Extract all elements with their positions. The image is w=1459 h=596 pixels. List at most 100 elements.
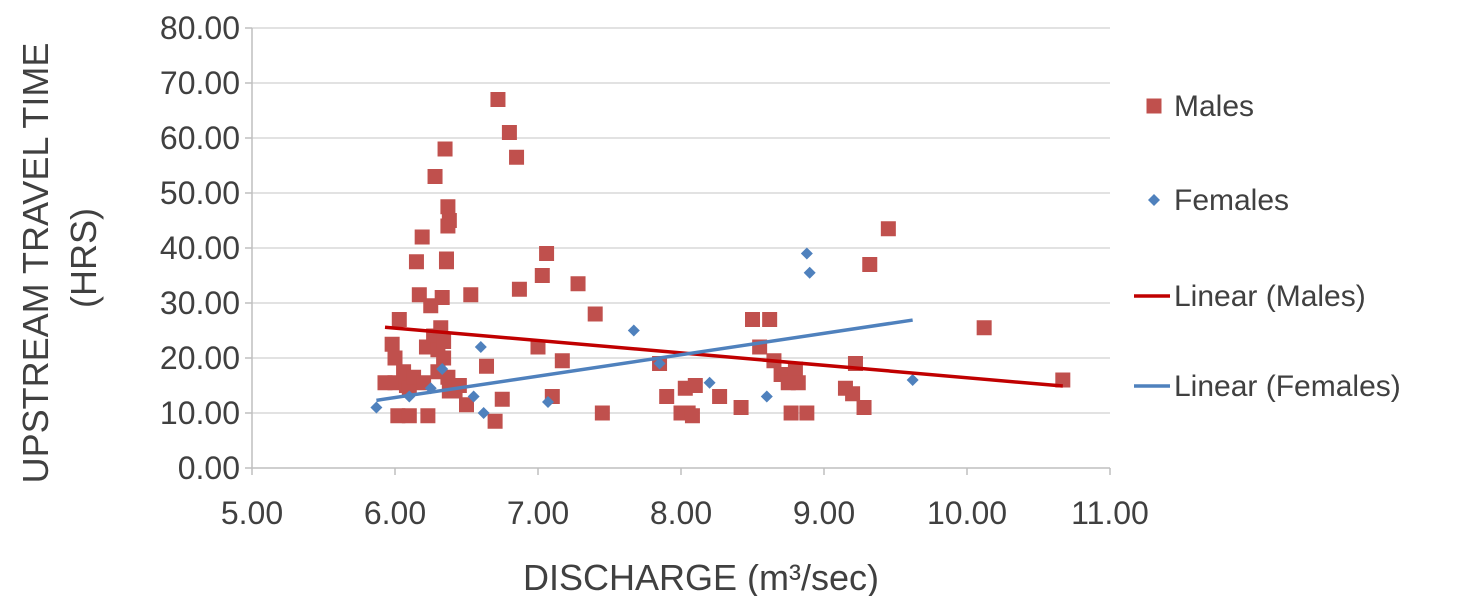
data-point-male: [434, 290, 450, 305]
data-point-male: [479, 358, 495, 374]
plot-area: [370, 92, 1071, 429]
axes: [245, 27, 1111, 475]
data-point-female: [803, 266, 816, 279]
data-point-male: [570, 276, 586, 292]
y-tick-label: 30.00: [160, 285, 240, 321]
data-point-female: [467, 390, 480, 403]
data-point-male: [423, 298, 439, 314]
x-axis-title: DISCHARGE (m³/sec): [523, 557, 879, 596]
legend-symbol-diamond: [1148, 194, 1160, 206]
data-point-female: [370, 401, 383, 414]
data-point-female: [436, 363, 449, 375]
data-point-male: [799, 405, 815, 421]
data-point-male: [684, 408, 700, 424]
data-point-male: [862, 257, 878, 272]
data-point-male: [427, 169, 443, 184]
data-point-male: [440, 369, 456, 385]
y-tick-label: 10.00: [160, 395, 240, 431]
data-point-male: [490, 92, 506, 107]
data-point-male: [1055, 372, 1071, 388]
legend-label: Linear (Males): [1174, 280, 1366, 313]
x-tick-label: 5.00: [221, 495, 283, 531]
data-point-female: [703, 376, 716, 389]
data-point-female: [906, 374, 919, 386]
data-point-male: [594, 405, 610, 421]
data-point-male: [534, 268, 550, 283]
legend-item: Linear (Females): [1134, 370, 1401, 403]
data-point-male: [745, 312, 760, 327]
data-point-male: [501, 125, 517, 140]
data-point-male: [459, 397, 474, 413]
data-point-male: [436, 350, 452, 366]
data-point-female: [477, 407, 490, 419]
data-point-female: [627, 324, 640, 337]
x-tick-labels: 5.00 6.00 7.00 8.00 9.00 10.00 11.00: [221, 495, 1149, 531]
data-point-male: [783, 405, 799, 421]
data-point-male: [401, 408, 417, 424]
data-point-male: [441, 213, 457, 228]
data-point-male: [880, 221, 896, 237]
y-tick-label: 40.00: [160, 230, 240, 266]
data-point-male: [440, 199, 456, 215]
data-point-male: [463, 287, 479, 303]
data-point-female: [800, 247, 813, 260]
data-point-male: [391, 312, 407, 327]
y-tick-label: 70.00: [160, 65, 240, 101]
data-point-female: [474, 341, 487, 353]
x-tick-label: 8.00: [650, 495, 712, 531]
legend-item: Linear (Males): [1134, 280, 1366, 313]
x-tick-label: 9.00: [793, 495, 855, 531]
y-tick-label: 80.00: [160, 10, 240, 46]
data-point-male: [976, 320, 992, 336]
data-point-male: [414, 229, 430, 245]
data-point-male: [687, 378, 703, 393]
x-tick-label: 11.00: [1071, 495, 1149, 531]
data-point-male: [411, 287, 427, 303]
data-point-male: [420, 408, 436, 424]
y-tick-label: 50.00: [160, 175, 240, 211]
data-point-male: [408, 254, 424, 270]
data-point-male: [733, 400, 749, 415]
data-point-male: [587, 306, 603, 322]
data-point-male: [390, 408, 406, 424]
legend-item: Females: [1148, 184, 1289, 217]
data-point-male: [856, 400, 872, 415]
data-point-male: [387, 350, 403, 366]
y-axis-title: UPSTREAM TRAVEL TIME (HRS): [15, 33, 104, 484]
x-tick-label: 6.00: [364, 495, 426, 531]
legend-label: Males: [1174, 90, 1254, 123]
x-tick-label: 10.00: [927, 495, 1007, 531]
data-point-male: [790, 375, 806, 391]
y-axis-title-line-1: UPSTREAM TRAVEL TIME: [15, 43, 56, 484]
data-point-male: [554, 353, 570, 369]
data-point-male: [845, 386, 861, 402]
y-tick-label: 60.00: [160, 120, 240, 156]
data-point-male: [511, 281, 527, 297]
data-point-male: [438, 254, 454, 270]
data-point-male: [659, 389, 675, 404]
series-males: [377, 92, 1071, 429]
trendline-males: [384, 325, 1063, 388]
data-point-male: [762, 312, 778, 327]
y-axis-title-line-2: (HRS): [63, 208, 104, 308]
data-point-male: [509, 149, 525, 165]
data-point-male: [494, 391, 510, 407]
y-tick-label: 0.00: [178, 450, 240, 486]
x-tick-label: 7.00: [507, 495, 569, 531]
legend-item: Males: [1146, 90, 1254, 123]
trendline-females: [376, 318, 913, 403]
legend-label: Females: [1174, 184, 1289, 217]
data-point-male: [487, 413, 503, 429]
data-point-male: [787, 361, 803, 377]
legend: Males Females Linear (Males) Linear (Female…: [1134, 90, 1401, 403]
data-point-male: [712, 389, 728, 404]
data-point-female: [760, 390, 773, 403]
y-tick-labels: 0.00 10.00 20.00 30.00 40.00 50.00 60.00 70.00 8…: [160, 10, 240, 486]
data-point-male: [437, 141, 453, 157]
legend-symbol-square: [1146, 98, 1162, 114]
data-point-female: [542, 396, 555, 408]
data-point-male: [530, 339, 546, 355]
legend-label: Linear (Females): [1174, 370, 1401, 403]
